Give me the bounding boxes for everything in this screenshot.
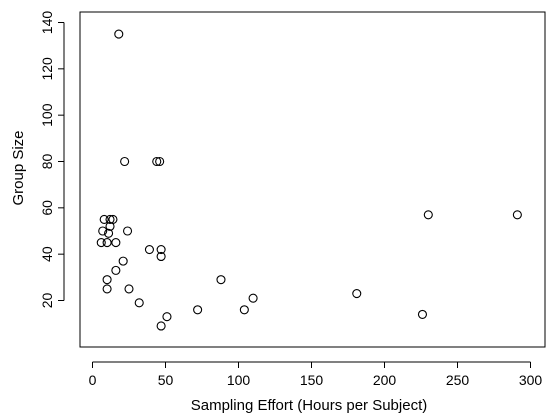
x-tick-label: 250: [446, 372, 470, 388]
data-point: [102, 275, 112, 285]
data-point: [156, 244, 166, 255]
x-tick-label: 0: [89, 372, 97, 388]
x-tick-label: 50: [158, 372, 174, 388]
data-point: [155, 156, 165, 167]
data-point: [134, 298, 144, 308]
data-point: [99, 214, 109, 224]
data-point: [105, 214, 115, 224]
y-tick-label: 100: [39, 103, 55, 127]
data-point: [423, 210, 433, 220]
y-tick-label: 40: [39, 246, 55, 262]
data-point: [102, 284, 112, 294]
data-point: [105, 221, 115, 231]
y-tick-label: 80: [39, 154, 55, 170]
data-point: [156, 251, 166, 262]
y-tick-label: 20: [39, 293, 55, 309]
data-point: [120, 156, 130, 167]
y-axis: 20 40 60 80 100 120 140: [39, 11, 65, 309]
plot-area: [79, 11, 546, 348]
data-point: [98, 226, 108, 236]
data-point: [144, 244, 154, 255]
data-points: [96, 29, 522, 331]
x-tick-label: 300: [519, 372, 543, 388]
data-point: [152, 156, 162, 167]
x-tick-label: 150: [300, 372, 324, 388]
data-point: [122, 226, 133, 236]
data-point: [352, 288, 362, 299]
data-point: [193, 305, 203, 315]
y-tick-label: 60: [39, 200, 55, 216]
data-point: [417, 309, 428, 319]
data-point: [111, 238, 121, 248]
data-point: [118, 256, 128, 266]
data-point: [124, 284, 134, 294]
x-axis-label: Sampling Effort (Hours per Subject): [191, 397, 428, 414]
data-point: [239, 305, 249, 315]
data-point: [156, 321, 166, 331]
data-point: [104, 228, 114, 238]
data-point: [162, 312, 172, 322]
data-point: [111, 265, 121, 275]
x-tick-label: 200: [373, 372, 397, 388]
y-tick-label: 120: [39, 57, 55, 81]
data-point: [512, 210, 522, 220]
data-point: [114, 29, 124, 39]
y-tick-label: 140: [39, 11, 55, 35]
data-point: [102, 238, 112, 248]
data-point: [216, 275, 226, 285]
x-tick-label: 100: [227, 372, 251, 388]
data-point: [248, 293, 258, 303]
plot-frame: [79, 11, 546, 348]
data-point: [96, 238, 106, 248]
x-axis: 0 50 100 150 200 250 300: [89, 361, 543, 388]
y-axis-label: Group Size: [10, 130, 27, 205]
